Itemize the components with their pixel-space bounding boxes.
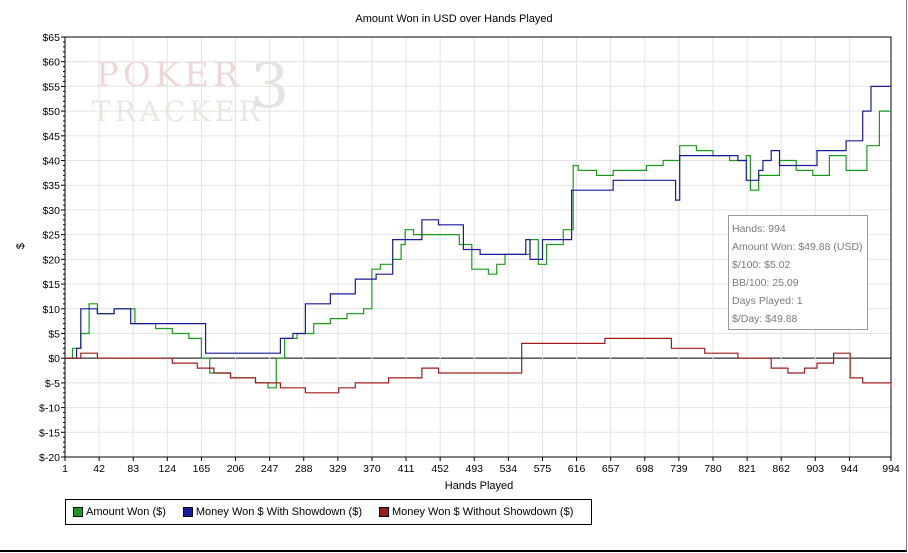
y-tick-label: $35 [42,180,60,192]
chart-title: Amount Won in USD over Hands Played [355,13,553,25]
legend-item-amount-won: Amount Won ($) [73,506,166,518]
stats-box: Hands: 994 Amount Won: $49.88 (USD) $/10… [728,215,868,330]
x-tick-label: 42 [93,463,105,475]
y-tick-label: $0 [48,353,60,365]
legend-item-with-showdown: Money Won $ With Showdown ($) [182,506,362,518]
legend-item-without-showdown: Money Won $ Without Showdown ($) [378,506,574,518]
x-tick-label: 862 [772,463,790,475]
y-tick-label: $55 [42,81,60,93]
series-line-0 [65,110,892,389]
legend: Amount Won ($) Money Won $ With Showdown… [65,499,592,525]
series-line-1 [65,83,892,359]
y-tick-label: $30 [42,205,60,217]
x-tick-label: 411 [398,463,415,475]
legend-label-with-showdown: Money Won $ With Showdown ($) [195,506,362,518]
x-tick-label: 616 [568,463,586,475]
y-tick-label: $5 [48,328,60,340]
x-tick-label: 575 [534,463,552,475]
x-tick-label: 288 [295,463,313,475]
x-tick-label: 329 [329,463,347,475]
x-tick-label: 739 [670,463,688,475]
y-tick-label: $65 [42,32,60,44]
y-tick-label: $10 [42,304,60,316]
x-tick-label: 247 [261,463,279,475]
x-tick-label: 780 [704,463,722,475]
x-tick-label: 206 [227,463,245,475]
y-tick-label: $20 [42,254,60,266]
x-tick-label: 493 [465,463,483,475]
y-tick-label: $25 [42,230,60,242]
x-tick-label: 1 [62,463,68,475]
stats-per-day: $/Day: $49.88 [732,313,798,325]
legend-label-amount-won: Amount Won ($) [86,506,166,518]
x-tick-label: 534 [500,463,518,475]
legend-swatch-without-showdown [378,507,389,517]
y-tick-label: $-10 [39,403,60,415]
x-tick-label: 821 [738,463,756,475]
x-tick-label: 994 [882,463,900,475]
x-tick-label: 903 [807,463,825,475]
stats-days-played: Days Played: 1 [732,295,803,307]
y-tick-label: $40 [42,156,60,168]
y-tick-label: $-15 [39,427,60,439]
x-tick-label: 83 [127,463,139,475]
x-tick-label: 452 [431,463,449,475]
y-tick-label: $50 [42,106,60,118]
stats-bb-per-100: BB/100: 25.09 [732,277,799,289]
y-tick-label: $-5 [45,378,60,390]
stats-hands: Hands: 994 [732,223,786,235]
x-tick-label: 370 [363,463,381,475]
y-tick-label: $15 [42,279,60,291]
y-tick-label: $45 [42,131,60,143]
legend-swatch-amount-won [73,507,83,517]
y-tick-label: $-20 [39,452,60,464]
plot-border [64,36,892,458]
x-tick-label: 698 [636,463,654,475]
legend-swatch-with-showdown [182,507,193,517]
stats-amount-won: Amount Won: $49.88 (USD) [732,241,863,253]
series-line-2 [65,337,892,394]
x-tick-label: 124 [159,463,177,475]
x-tick-label: 944 [841,463,859,475]
y-tick-label: $60 [42,57,60,69]
legend-label-without-showdown: Money Won $ Without Showdown ($) [391,506,574,518]
stats-per-100: $/100: $5.02 [732,259,791,271]
x-tick-label: 657 [602,463,620,475]
x-axis-label: Hands Played [444,480,514,492]
x-tick-label: 165 [193,463,211,475]
